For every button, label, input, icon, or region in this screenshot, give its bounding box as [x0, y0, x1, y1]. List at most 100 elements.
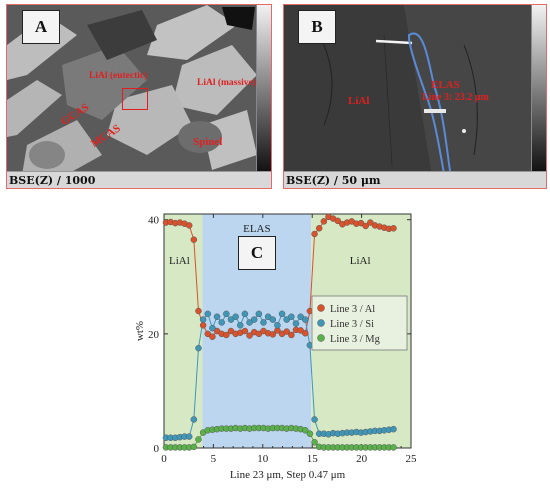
- point-al: [315, 225, 323, 232]
- point-al: [367, 219, 374, 226]
- region-label-left: LiAl: [169, 255, 190, 267]
- point-al: [185, 222, 193, 229]
- legend-label-si: Line 3 / Si: [330, 319, 374, 330]
- point-si: [223, 310, 230, 318]
- panel-b-label-elas: ELAS: [431, 79, 460, 91]
- point-al: [209, 333, 216, 340]
- point-si: [246, 319, 253, 326]
- panel-b-greyscale-bar: [531, 5, 546, 172]
- point-si: [232, 313, 239, 320]
- point-al: [255, 330, 263, 338]
- point-si: [195, 344, 202, 352]
- x-tick-label: 0: [161, 453, 167, 465]
- point-si: [218, 319, 225, 326]
- region-label-middle: ELAS: [243, 223, 271, 235]
- point-si: [390, 425, 397, 433]
- x-tick-label: 5: [211, 453, 217, 465]
- point-si: [297, 313, 304, 320]
- y-tick-label: 20: [148, 329, 160, 341]
- point-al: [334, 217, 342, 225]
- point-al: [195, 307, 202, 315]
- panel-a-scalebar: BSE(Z) / 1000: [7, 171, 271, 188]
- point-si: [302, 316, 309, 323]
- point-si: [250, 316, 258, 323]
- panel-c-chart: 0 5 10 15 20 25 0 20 40 wt% Line 23 μm, Step 0.4…: [0, 200, 550, 488]
- y-tick-label: 40: [148, 215, 160, 227]
- point-al: [269, 331, 277, 338]
- point-al: [320, 218, 328, 225]
- legend-marker-al: [317, 304, 325, 312]
- point-si: [311, 416, 318, 423]
- panel-b-label-liai: LiAl: [348, 95, 370, 107]
- point-si: [209, 324, 216, 332]
- point-mg: [306, 430, 314, 437]
- panel-a-label-spinel: Spinel: [193, 136, 223, 148]
- panel-b-image: BSE(Z) / 50 μm LiAl ELAS Line 3: 23.2 μm: [283, 4, 547, 189]
- point-al: [288, 331, 295, 339]
- point-mg: [390, 444, 397, 451]
- point-mg: [195, 436, 202, 443]
- point-si: [185, 433, 193, 440]
- point-si: [241, 310, 249, 318]
- panel-a-region-box: [122, 88, 148, 110]
- point-al: [302, 330, 309, 337]
- point-mg: [311, 439, 318, 446]
- panel-c-letter: C: [238, 236, 276, 270]
- point-al: [190, 236, 198, 243]
- plot-frame: [163, 213, 412, 449]
- panel-a-label-liai-eutectic: LiAl (eutectic): [89, 71, 148, 81]
- x-tick-label: 15: [307, 453, 319, 465]
- point-si: [204, 310, 212, 318]
- point-si: [199, 316, 207, 323]
- panel-a-label-liai-massive: LiAl (massive): [197, 78, 256, 88]
- panel-b-scale-text: BSE(Z) / 50 μm: [286, 174, 381, 187]
- point-si: [292, 320, 300, 327]
- panel-a-greyscale-bar: [256, 5, 271, 172]
- point-al: [199, 322, 207, 329]
- region-band-0: [164, 214, 203, 448]
- point-al: [362, 222, 369, 230]
- legend-box: [311, 295, 408, 351]
- point-mg: [190, 443, 198, 451]
- point-si: [278, 310, 286, 318]
- point-al: [311, 230, 318, 238]
- point-si: [190, 416, 198, 423]
- chart-legend: Line 3 / Al Line 3 / Si Line 3 / Mg: [311, 295, 408, 351]
- point-al: [246, 332, 253, 339]
- x-tick-label: 25: [406, 453, 418, 465]
- point-si: [269, 316, 277, 323]
- point-si: [274, 322, 281, 329]
- panel-a-letter: A: [22, 10, 60, 44]
- legend-marker-mg: [317, 334, 325, 342]
- region-label-right: LiAl: [350, 255, 371, 267]
- point-al: [213, 327, 221, 335]
- point-mg: [302, 427, 309, 434]
- legend-marker-si: [317, 319, 325, 327]
- point-al: [390, 225, 397, 232]
- point-si: [255, 310, 263, 318]
- point-al: [357, 219, 365, 227]
- point-al: [283, 328, 290, 335]
- point-al: [297, 327, 304, 334]
- point-si: [264, 313, 272, 320]
- legend-label-al: Line 3 / Al: [330, 304, 375, 315]
- point-si: [288, 313, 295, 320]
- y-tick-label: 0: [154, 443, 160, 455]
- point-si: [227, 316, 235, 323]
- point-si: [283, 316, 290, 323]
- point-al: [223, 331, 230, 339]
- point-si: [260, 319, 267, 326]
- x-tick-label: 10: [257, 453, 269, 465]
- point-si: [213, 313, 221, 320]
- x-tick-label: 20: [356, 453, 368, 465]
- panel-b-letter: B: [298, 10, 336, 44]
- point-al: [227, 327, 235, 335]
- point-al: [204, 330, 212, 338]
- y-axis-label: wt%: [134, 321, 146, 341]
- panel-b-scalebar: BSE(Z) / 50 μm: [284, 171, 546, 188]
- point-si: [237, 322, 244, 329]
- x-axis-label: Line 23 μm, Step 0.47 μm: [230, 469, 346, 481]
- panel-b-label-line: Line 3: 23.2 μm: [422, 92, 489, 103]
- panel-a-scale-text: BSE(Z) / 1000: [9, 174, 96, 187]
- legend-label-mg: Line 3 / Mg: [330, 334, 381, 345]
